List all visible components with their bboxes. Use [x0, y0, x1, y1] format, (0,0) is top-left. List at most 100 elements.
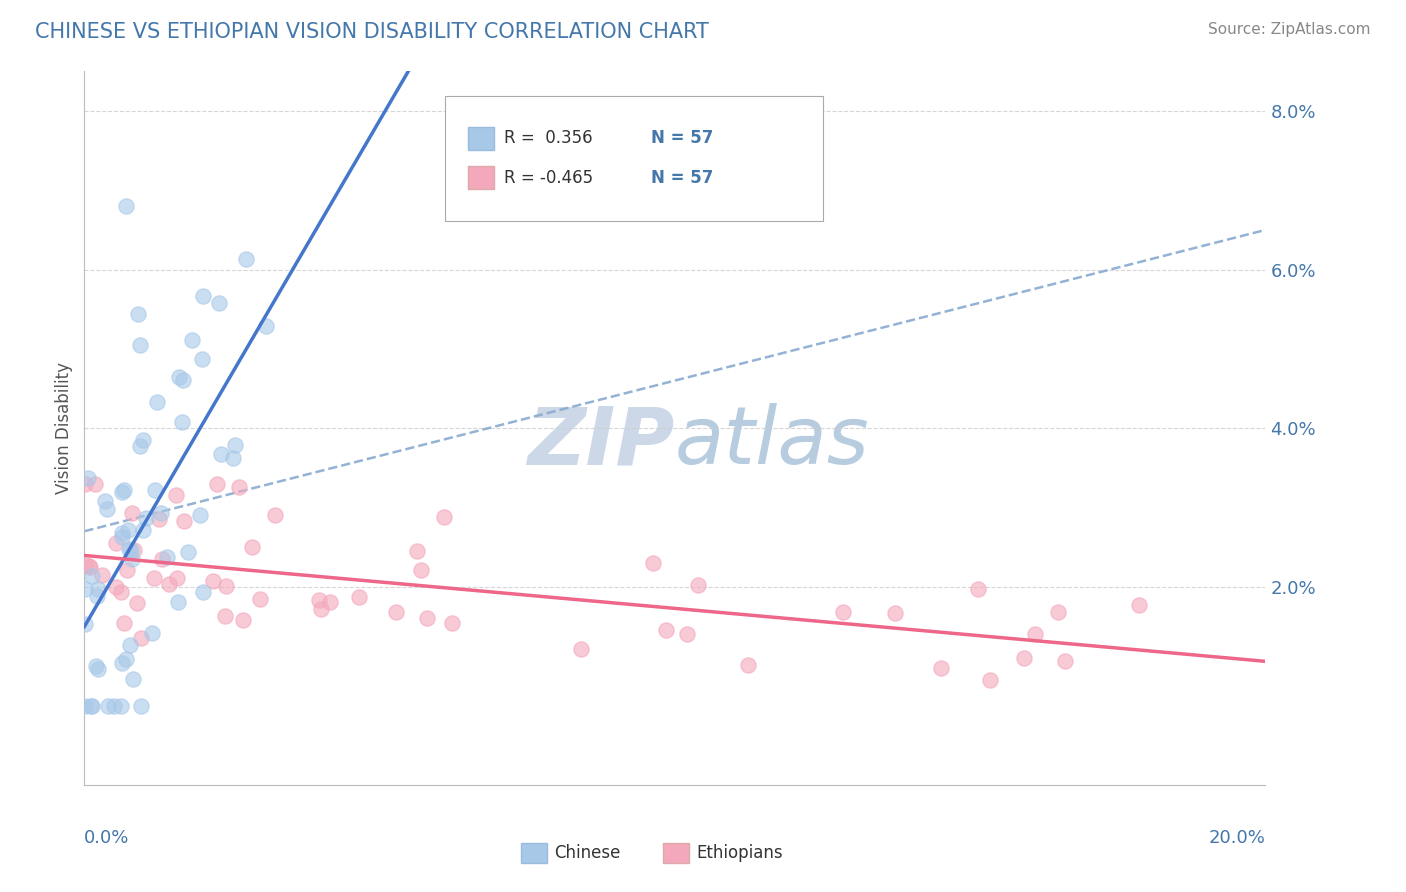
Point [79, 559, 101, 574]
Point [120, 542, 142, 557]
Point [263, 508, 285, 522]
Point [441, 616, 464, 631]
Point [209, 447, 232, 461]
Point [191, 288, 214, 302]
Point [655, 623, 678, 637]
Point [82, 569, 104, 583]
Point [75, 617, 97, 632]
Point [170, 415, 193, 429]
Point [111, 530, 134, 544]
Point [146, 395, 169, 409]
Point [117, 523, 139, 537]
Point [75, 476, 97, 491]
Point [131, 698, 153, 713]
Point [167, 370, 190, 384]
Point [415, 610, 437, 624]
Point [129, 632, 152, 646]
Point [132, 434, 155, 448]
Point [129, 338, 152, 352]
Point [118, 541, 141, 556]
Text: CHINESE VS ETHIOPIAN VISION DISABILITY CORRELATION CHART: CHINESE VS ETHIOPIAN VISION DISABILITY C… [35, 22, 709, 42]
Point [111, 526, 134, 541]
Text: Source: ZipAtlas.com: Source: ZipAtlas.com [1208, 22, 1371, 37]
Point [75, 698, 97, 713]
Point [114, 652, 136, 666]
Point [254, 318, 277, 333]
Point [224, 438, 246, 452]
Point [87, 662, 110, 676]
Point [1054, 654, 1077, 668]
Bar [522, 844, 547, 863]
Point [104, 535, 127, 549]
Point [172, 373, 194, 387]
Point [191, 352, 214, 367]
Point [167, 595, 190, 609]
Point [143, 571, 166, 585]
Point [132, 523, 155, 537]
Point [180, 333, 202, 347]
Point [215, 579, 238, 593]
Point [411, 563, 433, 577]
Point [86, 589, 108, 603]
Point [737, 657, 759, 672]
Text: Ethiopians: Ethiopians [696, 845, 783, 863]
Point [676, 627, 699, 641]
Point [80, 698, 103, 713]
Point [232, 613, 254, 627]
Point [349, 590, 371, 604]
Point [122, 672, 145, 686]
Point [222, 450, 245, 465]
Point [433, 510, 456, 524]
Point [87, 582, 110, 596]
Point [111, 656, 134, 670]
Point [156, 549, 179, 564]
Y-axis label: Vision Disability: Vision Disability [55, 362, 73, 494]
Point [80, 698, 103, 713]
Point [686, 578, 709, 592]
Point [110, 698, 132, 713]
Point [309, 601, 332, 615]
Point [105, 580, 128, 594]
Point [319, 595, 342, 609]
Point [188, 508, 211, 523]
Point [929, 661, 952, 675]
Point [148, 511, 170, 525]
Point [77, 558, 100, 573]
Bar [468, 166, 494, 189]
Point [308, 593, 330, 607]
Point [150, 552, 173, 566]
Point [118, 638, 141, 652]
Point [135, 511, 157, 525]
Point [150, 506, 173, 520]
Text: N = 57: N = 57 [651, 129, 714, 147]
Point [77, 470, 100, 484]
Text: R =  0.356: R = 0.356 [503, 129, 592, 147]
Point [205, 476, 228, 491]
Bar [468, 127, 494, 150]
Point [385, 605, 408, 619]
Point [112, 483, 135, 497]
Point [1012, 650, 1035, 665]
Point [73, 582, 96, 596]
Point [641, 556, 664, 570]
Point [122, 543, 145, 558]
Point [165, 488, 187, 502]
Point [115, 563, 138, 577]
Point [94, 494, 117, 508]
Text: ZIP: ZIP [527, 403, 675, 482]
Point [103, 698, 125, 713]
Point [127, 307, 149, 321]
Point [228, 480, 250, 494]
Text: 20.0%: 20.0% [1209, 830, 1265, 847]
Point [157, 577, 180, 591]
Point [884, 607, 907, 621]
Point [832, 606, 855, 620]
Point [166, 571, 188, 585]
Point [96, 502, 118, 516]
Text: N = 57: N = 57 [651, 169, 714, 186]
Point [569, 642, 592, 657]
FancyBboxPatch shape [444, 96, 823, 221]
Point [214, 609, 236, 624]
Point [110, 485, 132, 500]
Point [967, 582, 990, 596]
